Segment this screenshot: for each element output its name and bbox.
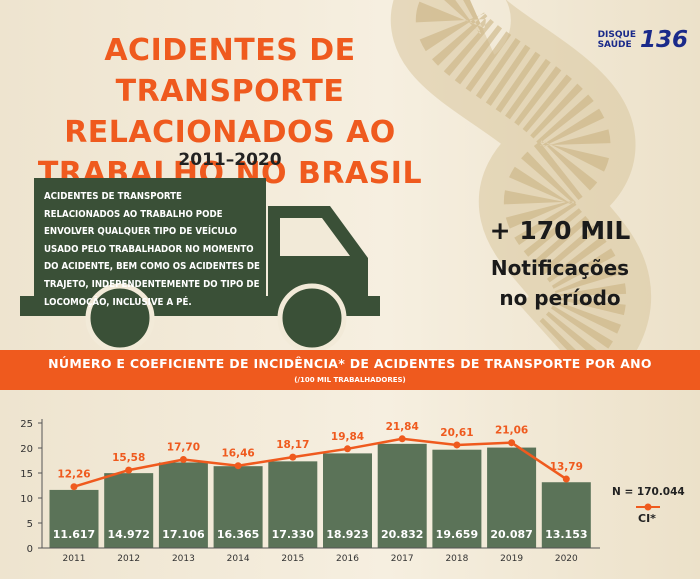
x-tick-label: 2011	[63, 554, 86, 564]
logo-number: 136	[639, 27, 688, 53]
ci-point	[125, 466, 133, 474]
title-line-2: RELACIONADOS AO	[64, 115, 396, 150]
bar	[323, 453, 372, 548]
ci-value-label: 17,70	[167, 442, 200, 454]
y-tick-label: 15	[20, 469, 33, 480]
bar	[213, 466, 263, 548]
chart-title-band	[0, 350, 700, 390]
bar-value-label: 20.087	[490, 528, 532, 541]
bar	[49, 489, 99, 548]
legend-line-icon	[636, 503, 660, 511]
ci-point	[562, 475, 570, 483]
ci-point	[398, 435, 406, 443]
bar-value-label: 14.972	[107, 528, 149, 541]
road-illustration	[391, 0, 651, 350]
ci-value-label: 21,84	[386, 421, 419, 433]
bar	[268, 461, 318, 548]
bar	[377, 443, 427, 548]
y-tick-label: 0	[27, 544, 33, 555]
ci-point	[344, 445, 351, 453]
ci-line	[73, 437, 567, 488]
ci-value-label: 20,61	[440, 427, 473, 439]
bar	[158, 462, 208, 548]
bar-value-label: 17.330	[272, 528, 315, 541]
bar	[432, 449, 482, 548]
x-tick-label: 2019	[500, 554, 523, 564]
page-title: ACIDENTES DE TRANSPORTE RELACIONADOS AO …	[20, 30, 440, 194]
ci-point	[453, 441, 461, 449]
ci-point	[234, 462, 242, 470]
x-tick-label: 2013	[172, 554, 195, 564]
logo-line-2: SAÚDE	[597, 40, 632, 50]
total-annotation: N = 170.044	[612, 486, 685, 498]
y-tick-label: 5	[27, 519, 33, 530]
ci-point	[289, 453, 297, 461]
ci-value-label: 12,26	[57, 469, 90, 481]
y-tick-label: 10	[20, 494, 33, 505]
chart-title: NÚMERO E COEFICIENTE DE INCIDÊNCIA* DE A…	[48, 356, 652, 371]
bar	[104, 473, 154, 548]
caption-line-2: no período	[499, 286, 621, 310]
bar	[487, 447, 537, 548]
ci-point	[179, 456, 187, 463]
chart-area: 0 5 10 15 20 25 11.617 2011 14.972 2012 17.106 2013…	[20, 419, 600, 564]
ci-value-label: 21,06	[495, 425, 528, 437]
x-tick-label: 2018	[445, 554, 468, 564]
y-tick-label: 25	[20, 419, 33, 430]
ci-value-label: 15,58	[112, 452, 145, 464]
ci-value-label: 18,17	[276, 439, 309, 451]
bar-value-label: 20.832	[381, 528, 423, 541]
bar-value-label: 19.659	[436, 528, 478, 541]
bar	[541, 482, 591, 548]
logo-line-1: DISQUE	[597, 30, 636, 40]
ci-value-label: 13,79	[550, 461, 583, 473]
y-tick-label: 20	[20, 444, 33, 455]
bar-value-label: 13.153	[545, 528, 587, 541]
x-tick-label: 2016	[336, 554, 359, 564]
caption-line-1: Notificações	[490, 256, 630, 280]
x-tick-label: 2015	[281, 554, 304, 564]
disque-saude-logo: DISQUE SAÚDE 136	[598, 27, 688, 53]
x-tick-label: 2020	[555, 554, 578, 564]
legend-label: CI*	[638, 512, 656, 525]
bar-value-label: 11.617	[53, 528, 95, 541]
x-tick-label: 2014	[227, 554, 250, 564]
bar-value-label: 17.106	[162, 528, 205, 541]
chart-subtitle: (/100 MIL TRABALHADORES)	[294, 376, 406, 384]
x-tick-label: 2017	[391, 554, 414, 564]
ci-value-label: 19,84	[331, 431, 364, 443]
title-line-1: ACIDENTES DE TRANSPORTE	[104, 33, 356, 109]
bar-value-label: 18.923	[326, 528, 368, 541]
truck-icon	[20, 178, 380, 350]
ci-value-label: 16,46	[221, 448, 254, 460]
x-tick-label: 2012	[117, 554, 140, 564]
ci-point	[508, 439, 516, 447]
ci-point	[70, 483, 78, 491]
bar-value-label: 16.365	[217, 528, 259, 541]
notifications-count: + 170 MIL	[489, 216, 631, 245]
notifications-caption: Notificações no período	[460, 253, 660, 313]
period-years: 2011–2020	[178, 150, 282, 170]
description-text: ACIDENTES DE TRANSPORTE RELACIONADOS AO …	[44, 191, 260, 308]
